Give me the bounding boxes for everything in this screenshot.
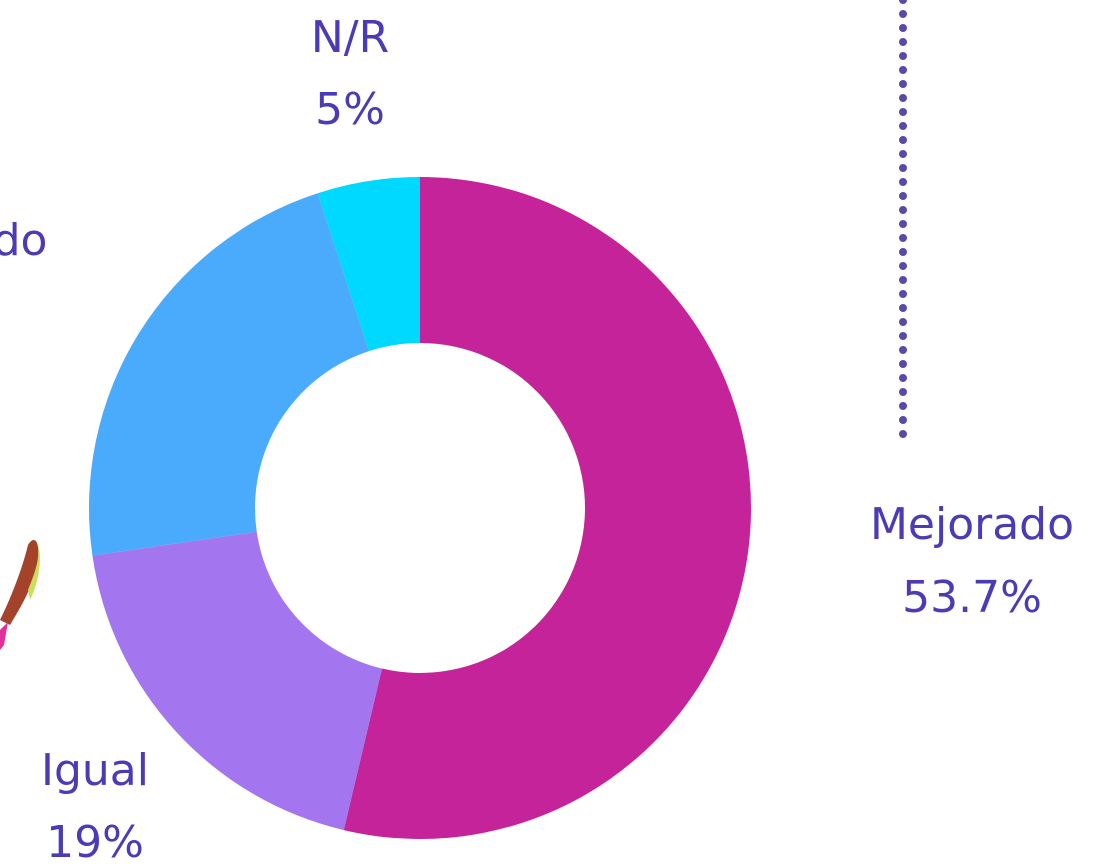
value-label: 19%	[46, 817, 144, 868]
donut-slice	[343, 177, 752, 839]
value-label: 53.7%	[902, 572, 1042, 623]
donut-slice	[89, 193, 370, 556]
value-label: 5%	[315, 84, 385, 135]
category-label: do	[0, 215, 47, 266]
category-label: N/R	[311, 12, 389, 63]
category-label: Mejorado	[870, 499, 1074, 550]
donut-slice	[317, 177, 420, 352]
category-label: Igual	[41, 745, 149, 796]
leaf-illustration	[0, 540, 40, 650]
donut-slice	[92, 531, 382, 831]
